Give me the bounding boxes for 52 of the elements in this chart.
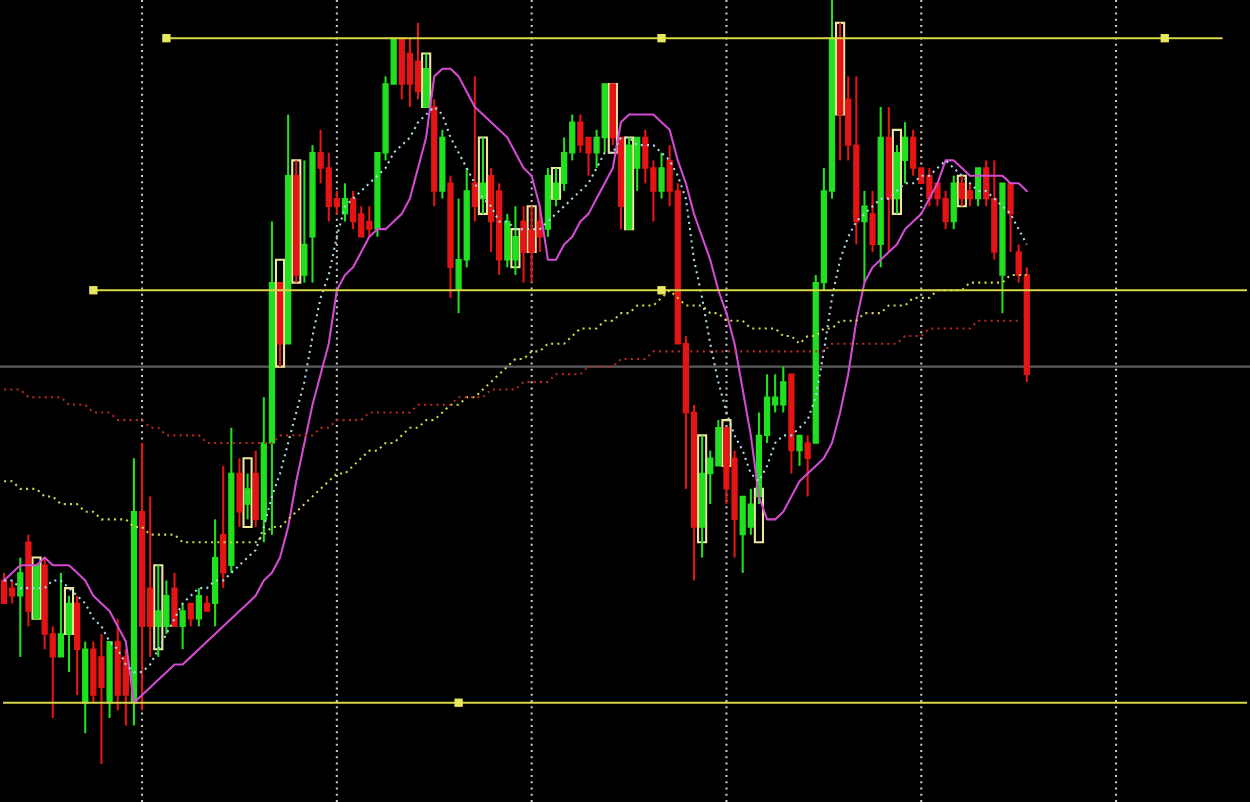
candlestick	[715, 419, 722, 467]
candlestick	[861, 189, 868, 284]
candlestick	[252, 449, 259, 529]
candlestick	[1015, 243, 1022, 284]
candlestick	[747, 487, 754, 536]
candlestick	[98, 632, 105, 765]
candlestick	[341, 182, 349, 223]
candlestick	[211, 518, 219, 628]
candlestick	[926, 167, 933, 208]
candlestick	[398, 37, 405, 101]
candlestick	[147, 495, 154, 658]
candlestick	[414, 21, 422, 101]
candlestick	[220, 464, 227, 590]
candlestick	[90, 640, 97, 704]
candlestick	[804, 434, 811, 498]
candlestick	[504, 212, 511, 269]
candlestick	[155, 564, 162, 658]
candlestick	[780, 365, 787, 414]
candlestick	[179, 602, 186, 651]
candlestick	[358, 205, 365, 238]
candlestick	[187, 602, 194, 628]
candlestick	[171, 571, 178, 628]
candlestick	[910, 128, 917, 177]
candlestick	[406, 37, 414, 108]
candlestick	[950, 174, 957, 231]
candlestick	[9, 579, 16, 605]
candlestick	[739, 495, 746, 574]
candlestick	[471, 75, 478, 223]
candlestick	[869, 189, 876, 254]
candlestick	[658, 151, 665, 200]
candlestick	[455, 197, 462, 315]
candlestick	[0, 571, 8, 605]
candlestick	[57, 571, 65, 658]
candlestick	[195, 587, 202, 628]
bar	[153, 564, 164, 651]
candlestick	[520, 205, 527, 284]
candlestick	[17, 556, 24, 658]
candlestick	[1007, 182, 1014, 254]
candlestick	[642, 128, 649, 185]
candlestick	[966, 182, 974, 208]
candlestick	[366, 205, 373, 238]
candlestick	[796, 434, 803, 467]
candlestick	[512, 205, 519, 277]
candlestick	[577, 113, 584, 154]
candlestick	[73, 594, 81, 697]
candlestick	[487, 167, 495, 254]
candlestick	[942, 189, 949, 231]
candlestick	[349, 189, 357, 231]
candlestick	[325, 151, 332, 223]
candlestick	[163, 579, 170, 635]
candlestick	[236, 457, 243, 529]
candlestick	[528, 205, 535, 284]
